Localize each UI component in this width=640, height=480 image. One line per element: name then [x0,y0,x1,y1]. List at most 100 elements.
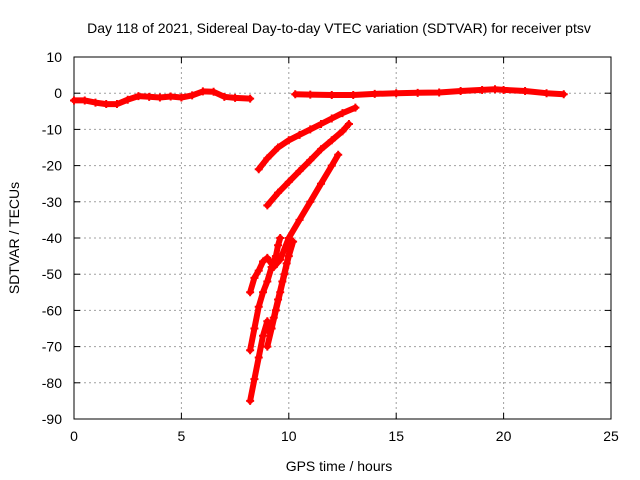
data-point [284,252,293,261]
data-point [254,302,263,311]
data-point [145,92,154,101]
data-point [338,109,347,118]
data-point [263,317,272,326]
data-point [295,215,304,224]
y-tick-label: -90 [42,411,62,427]
y-axis-label: SDTVAR / TECUs [6,182,22,294]
data-point [274,143,283,152]
data-point [284,136,293,145]
series-arc-3 [255,104,359,173]
data-point [263,154,272,163]
data-point [317,145,326,154]
data-point [478,85,487,94]
data-point [284,177,293,186]
y-tick-label: -40 [42,230,62,246]
data-point [349,91,358,100]
data-point [250,375,259,384]
data-point [295,130,304,139]
y-tick-label: -20 [42,158,62,174]
y-tick-label: -70 [42,339,62,355]
x-axis-label: GPS time / hours [286,458,393,474]
data-point [295,167,304,176]
data-point [246,346,255,355]
data-point [263,342,272,351]
data-point [267,324,276,333]
data-point [134,92,143,101]
grid [74,57,611,419]
data-point [338,127,347,136]
data-point [198,87,207,96]
data-point [271,252,280,261]
data-point [80,96,89,105]
data-point [280,270,289,279]
data-point [271,306,280,315]
data-point [344,119,353,128]
data-point [209,87,218,96]
y-tick-label: -50 [42,266,62,282]
data-point [456,87,465,96]
data-point [254,266,263,275]
data-point [263,277,272,286]
data-point [289,237,298,246]
x-tick-label: 5 [178,428,186,444]
data-point [91,98,100,107]
data-point [259,257,268,266]
data-point [491,85,500,94]
data-point [250,324,259,333]
data-point [317,119,326,128]
chart-title: Day 118 of 2021, Sidereal Day-to-day VTE… [87,20,591,36]
data-point [284,234,293,242]
data-point [274,188,283,197]
data-point [306,156,315,165]
data-point [327,114,336,123]
data-point [291,90,300,99]
data-point [306,90,315,99]
data-point [274,241,283,250]
data-point [327,161,336,170]
data-point [499,85,508,94]
y-tick-label: -80 [42,375,62,391]
y-tick-label: 10 [46,49,62,65]
data-point [521,87,530,96]
data-point [70,96,78,105]
data-point [166,92,175,101]
data-point [250,273,259,282]
y-tick-label: 0 [54,85,62,101]
data-point [263,253,272,262]
data-point [306,125,315,134]
data-point [370,89,379,98]
data-point [334,150,343,159]
data-series [70,85,568,405]
data-point [231,93,240,102]
x-axis: 0 5 10 15 20 25 [70,57,619,444]
data-point [413,88,422,97]
data-point [327,136,336,145]
data-point [435,88,444,97]
x-tick-label: 25 [603,428,619,444]
data-point [263,201,272,210]
data-point [102,100,111,109]
data-point [254,353,263,362]
data-point [327,91,336,100]
data-point [177,93,186,102]
x-tick-label: 0 [70,428,78,444]
data-point [123,95,132,104]
data-point [254,165,263,174]
data-point [542,89,551,98]
y-tick-label: -30 [42,194,62,210]
data-point [392,89,401,98]
data-point [246,396,255,405]
data-point [306,197,315,206]
y-axis: 10 0 -10 -20 -30 -40 -50 -60 -70 -80 -90 [42,49,611,427]
data-point [112,100,121,109]
data-point [559,90,568,99]
x-tick-label: 20 [496,428,512,444]
data-point [246,94,255,103]
data-point [246,288,255,297]
data-point [276,288,285,297]
data-point [259,331,268,340]
data-point [259,288,268,297]
data-point [188,91,197,100]
data-point [220,92,229,101]
